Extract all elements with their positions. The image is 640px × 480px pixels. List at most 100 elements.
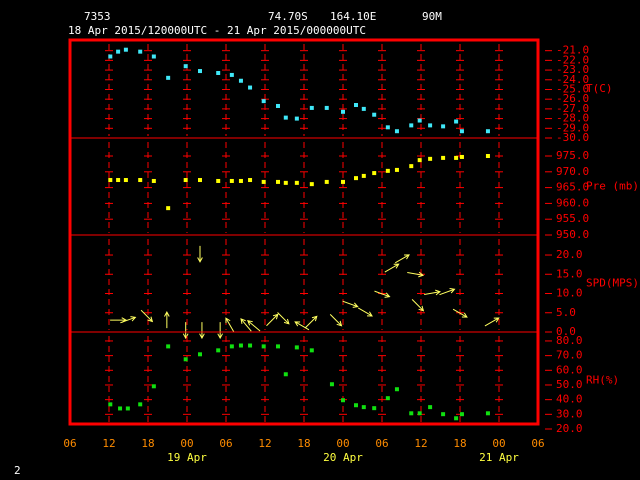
x-tick-label: 06 [219, 437, 232, 450]
y-tick-label: 50.0 [556, 378, 583, 391]
x-tick-label: 18 [297, 437, 310, 450]
point [229, 344, 234, 349]
y-tick-label: 70.0 [556, 349, 583, 362]
point [166, 206, 171, 211]
point [354, 403, 358, 408]
x-tick-label: 12 [414, 437, 427, 450]
point [183, 178, 188, 183]
point [238, 178, 243, 183]
point [261, 179, 266, 184]
plot-frame [68, 38, 540, 426]
point [428, 405, 433, 410]
wind-arrow [240, 318, 252, 332]
point [108, 54, 113, 59]
point [354, 103, 358, 108]
point [276, 179, 280, 184]
point [454, 119, 459, 124]
y-tick-label: 80.0 [556, 334, 583, 347]
y-tick-label: 20.0 [556, 422, 583, 435]
point [294, 180, 299, 185]
point [454, 155, 459, 160]
y-tick-label: -25.0 [556, 82, 589, 95]
y-tick-label: 970.0 [556, 165, 589, 178]
wind-arrow [411, 299, 425, 312]
latitude: 74.70S [268, 10, 308, 23]
point [394, 387, 399, 392]
point [361, 405, 366, 410]
wind-arrow [120, 316, 137, 324]
point [123, 178, 128, 183]
wind-arrow [294, 321, 310, 331]
x-tick-label: 18 [453, 437, 466, 450]
point [151, 178, 156, 183]
point [108, 178, 113, 183]
point [283, 372, 288, 377]
point [198, 69, 202, 74]
x-tick-label: 00 [180, 437, 193, 450]
wind-arrow [225, 317, 235, 333]
point [485, 154, 490, 159]
point [151, 384, 156, 389]
y-tick-label: -27.0 [556, 102, 589, 115]
point [183, 357, 188, 362]
point [283, 115, 288, 120]
wind-arrow [329, 314, 343, 327]
point [216, 70, 221, 75]
wind-arrow [164, 311, 170, 329]
wind-arrow [182, 322, 189, 340]
point [276, 344, 280, 349]
y-tick-label: -30.0 [556, 131, 589, 144]
point [138, 178, 143, 183]
point [485, 129, 490, 134]
panel-label: T(C) [586, 82, 613, 95]
point [138, 49, 143, 54]
x-tick-label: 06 [531, 437, 544, 450]
point [261, 99, 266, 104]
period: 18 Apr 2015/120000UTC - 21 Apr 2015/0000… [68, 24, 366, 37]
point [354, 176, 358, 181]
point [459, 154, 464, 159]
date-label: 19 Apr [167, 451, 207, 464]
point [229, 178, 234, 183]
y-tick-label: -23.0 [556, 63, 589, 76]
point [372, 406, 377, 411]
y-tick-label: 950.0 [556, 228, 589, 241]
y-tick-label: -29.0 [556, 121, 589, 134]
point [417, 118, 422, 123]
y-tick-label: 975.0 [556, 149, 589, 162]
point [324, 179, 329, 184]
point [394, 167, 399, 172]
point [216, 348, 221, 353]
x-tick-label: 06 [375, 437, 388, 450]
x-tick-label: 00 [336, 437, 349, 450]
point [166, 344, 171, 349]
point [324, 105, 329, 110]
panel-label: SPD(MPS) [586, 277, 639, 290]
point [248, 85, 253, 90]
y-tick-label: -22.0 [556, 53, 589, 66]
point [459, 412, 464, 417]
point [409, 123, 414, 128]
wind-arrow [342, 300, 359, 308]
wind-arrow [394, 254, 410, 264]
wind-arrow [199, 322, 205, 340]
wind-arrow [197, 245, 203, 263]
point [417, 158, 422, 163]
x-tick-label: 12 [258, 437, 271, 450]
y-tick-label: -28.0 [556, 112, 589, 125]
point [485, 411, 490, 416]
point [341, 109, 345, 114]
point [372, 171, 377, 176]
point [309, 348, 314, 353]
y-tick-label: 5.0 [556, 306, 576, 319]
point [428, 123, 433, 128]
page-number: 2 [14, 464, 21, 477]
y-tick-label: 960.0 [556, 196, 589, 209]
y-tick-label: -24.0 [556, 73, 589, 86]
y-tick-label: 15.0 [556, 267, 583, 280]
point [125, 406, 130, 411]
point [116, 49, 121, 54]
point [123, 47, 128, 52]
point [441, 155, 446, 160]
